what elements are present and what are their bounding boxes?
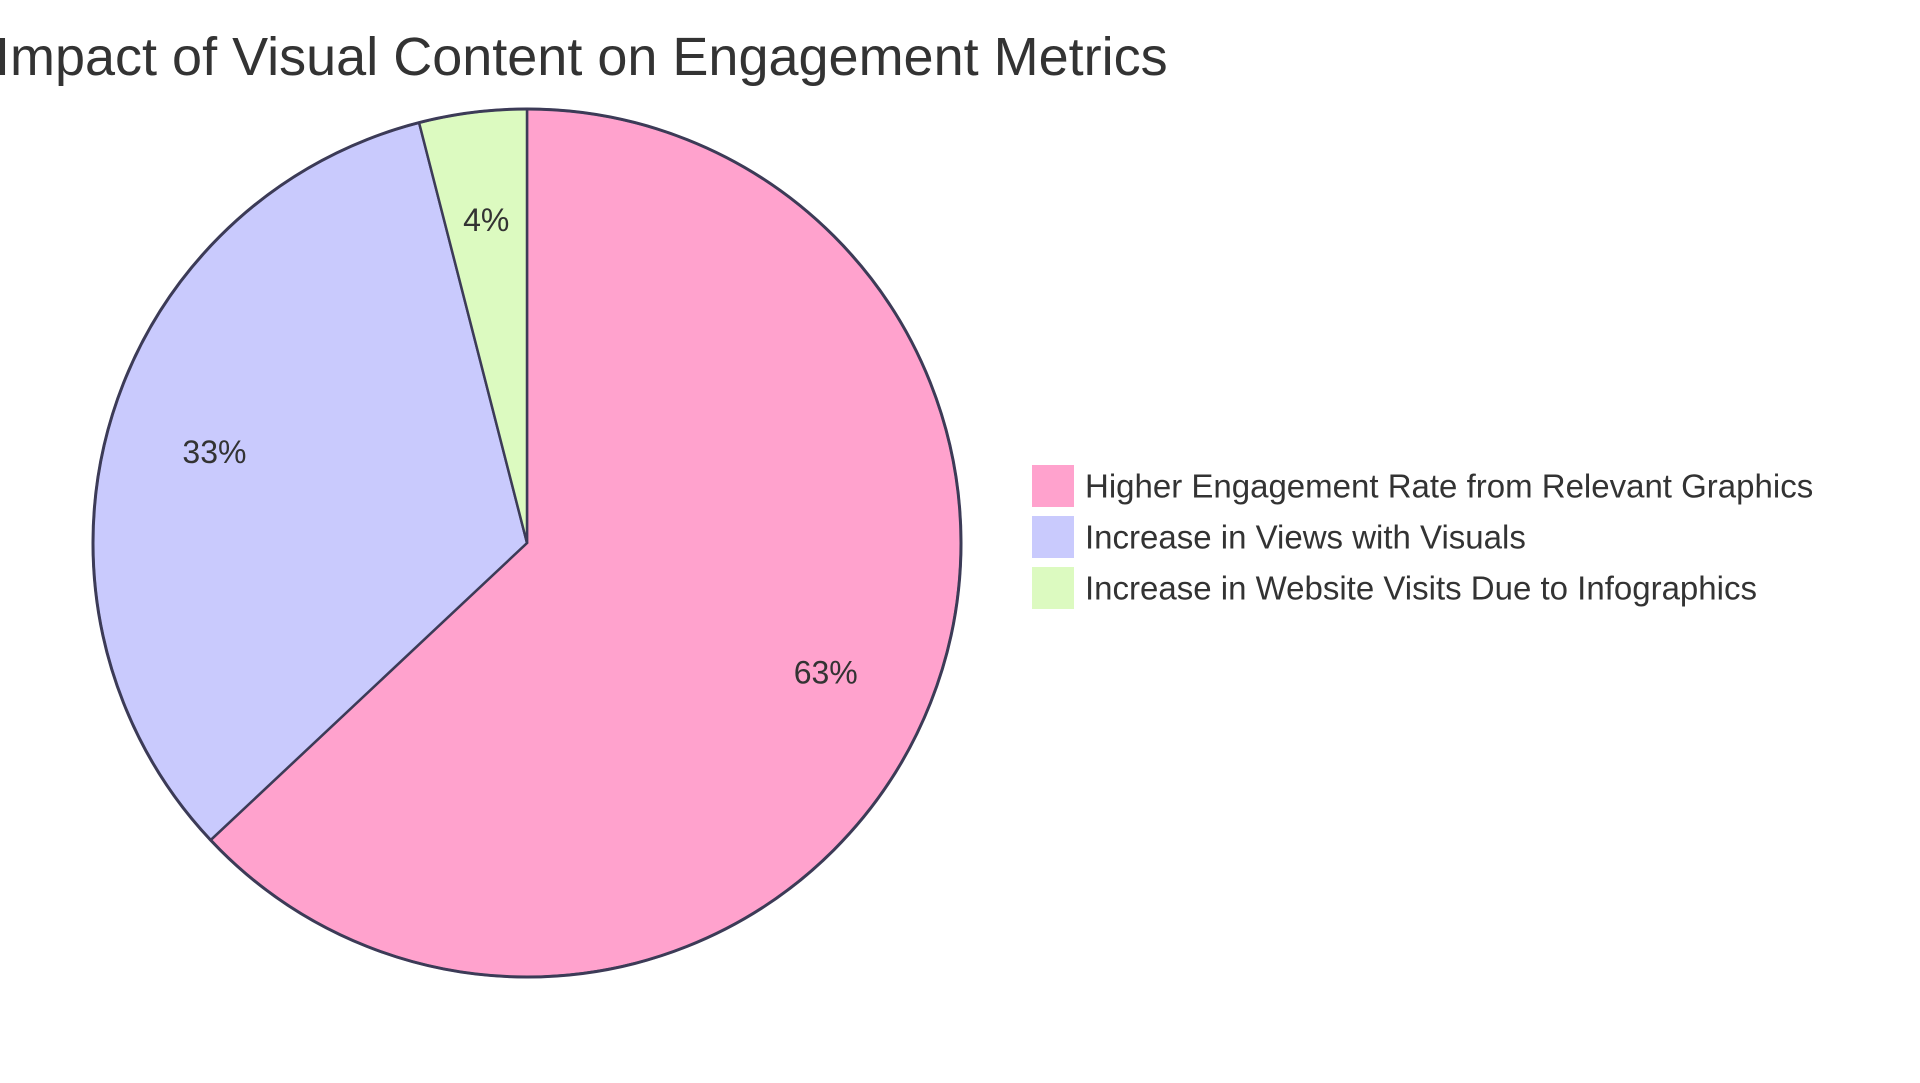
pie-outline — [91, 107, 963, 979]
slice-label-1: 63% — [794, 654, 858, 690]
legend-label-3: Increase in Website Visits Due to Infogr… — [1085, 570, 1757, 607]
legend-swatch-1 — [1032, 465, 1074, 507]
slice-labels: 63% 33% 4% — [182, 202, 857, 690]
chart-title: Impact of Visual Content on Engagement M… — [0, 27, 1168, 87]
slices-layer — [91, 107, 963, 979]
legend-label-2: Increase in Views with Visuals — [1085, 519, 1526, 556]
legend-swatch-3 — [1032, 567, 1074, 609]
slice-label-2: 33% — [182, 434, 246, 470]
slice-label-3: 4% — [463, 202, 509, 238]
legend-swatch-2 — [1032, 516, 1074, 558]
legend: Higher Engagement Rate from Relevant Gra… — [1032, 465, 1813, 609]
legend-label-1: Higher Engagement Rate from Relevant Gra… — [1085, 468, 1813, 505]
